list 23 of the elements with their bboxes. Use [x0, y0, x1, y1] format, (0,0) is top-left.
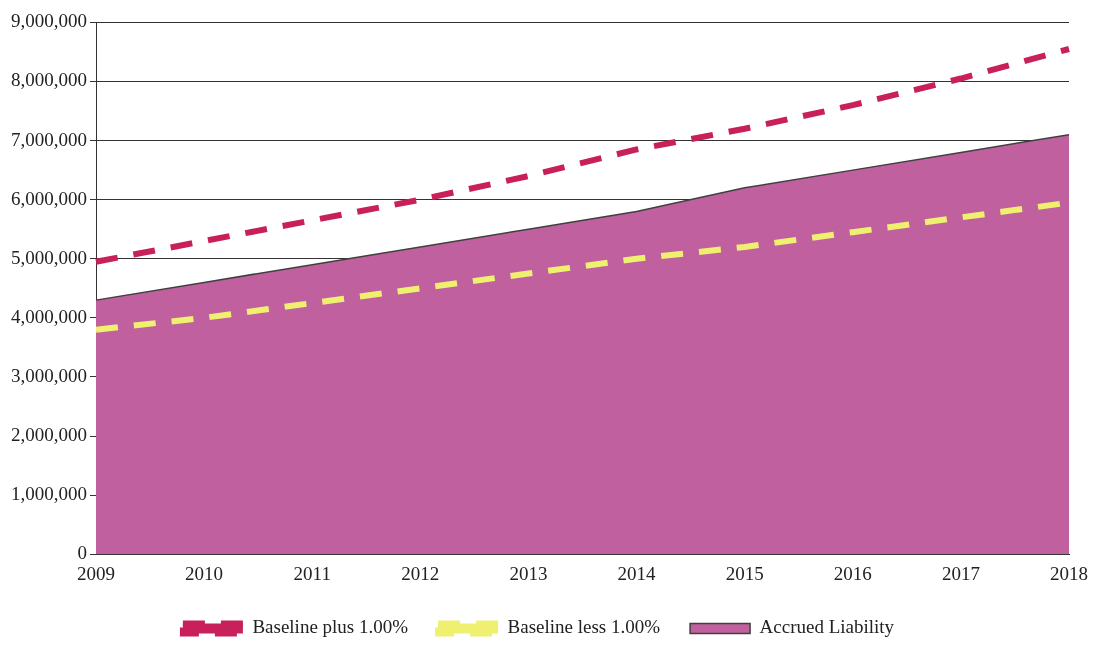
legend-label: Baseline less 1.00%: [507, 616, 661, 638]
x-tick-label: 2009: [77, 562, 115, 584]
y-tick-label: 5,000,000: [11, 246, 87, 268]
x-tick-label: 2018: [1050, 562, 1088, 584]
y-tick-label: 7,000,000: [11, 128, 87, 150]
y-tick-label: 6,000,000: [11, 187, 87, 209]
x-tick-label: 2014: [617, 562, 657, 584]
x-tick-label: 2011: [293, 562, 331, 584]
legend-label: Accrued Liability: [759, 616, 895, 638]
x-tick-label: 2015: [725, 562, 764, 584]
y-tick-label: 8,000,000: [11, 69, 87, 91]
x-tick-label: 2016: [833, 562, 872, 584]
x-tick-label: 2012: [401, 562, 440, 584]
y-tick-label: 2,000,000: [11, 424, 87, 446]
y-tick-label: 1,000,000: [11, 483, 87, 505]
x-tick-label: 2013: [509, 562, 548, 584]
y-tick-label: 0: [77, 542, 87, 564]
x-tick-label: 2017: [941, 562, 980, 584]
y-tick-label: 3,000,000: [11, 364, 87, 386]
x-tick-label: 2010: [185, 562, 224, 584]
y-tick-label: 4,000,000: [11, 305, 87, 327]
legend-label: Baseline plus 1.00%: [252, 616, 409, 638]
y-tick-label: 9,000,000: [11, 10, 87, 32]
